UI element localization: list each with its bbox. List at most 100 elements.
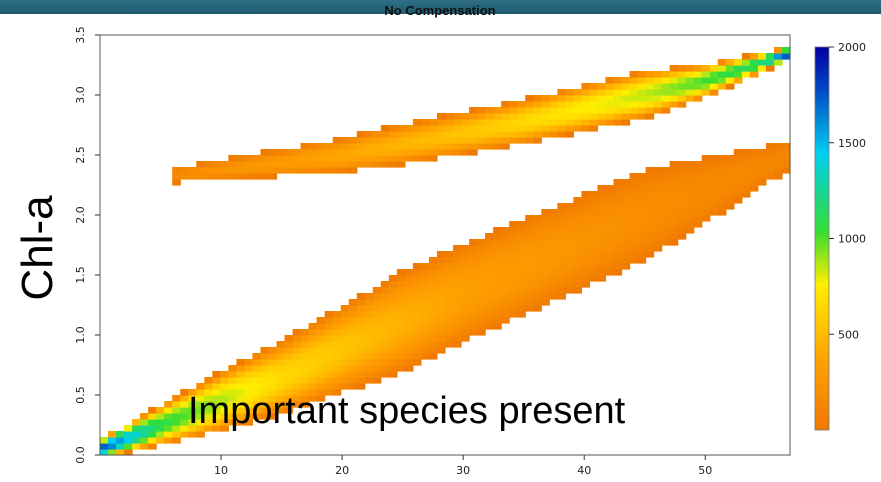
heatmap-cell — [276, 371, 286, 378]
heatmap-cell — [445, 263, 454, 270]
heatmap-cell — [372, 359, 382, 366]
heatmap-cell — [100, 437, 109, 444]
heatmap-cell — [757, 65, 767, 72]
heatmap-cell — [557, 251, 566, 258]
heatmap-cell — [228, 155, 237, 162]
heatmap-cell — [156, 407, 165, 414]
heatmap-cell — [236, 377, 246, 384]
heatmap-cell — [605, 245, 615, 252]
top-bar — [0, 0, 881, 14]
heatmap-cell — [364, 299, 374, 306]
heatmap-cell — [637, 197, 647, 204]
heatmap-cell — [324, 371, 334, 378]
heatmap-cell — [501, 299, 510, 306]
heatmap-cell — [621, 83, 631, 90]
heatmap-cell — [485, 269, 494, 276]
heatmap-cell — [613, 83, 623, 90]
heatmap-cell — [661, 173, 671, 180]
heatmap-cell — [693, 179, 703, 186]
heatmap-cell — [637, 221, 647, 228]
heatmap-cell — [693, 77, 703, 84]
colorbar — [814, 46, 830, 431]
colorbar-tick-label: 1500 — [838, 137, 866, 150]
heatmap-cell — [388, 125, 398, 132]
heatmap-cell — [436, 323, 446, 330]
heatmap-cell — [477, 317, 486, 324]
heatmap-cell — [621, 77, 631, 84]
heatmap-cell — [549, 95, 558, 102]
heatmap-cell — [645, 173, 655, 180]
heatmap-cell — [445, 119, 454, 126]
heatmap-cell — [573, 263, 582, 270]
heatmap-cell — [533, 263, 542, 270]
heatmap-cell — [348, 167, 358, 174]
heatmap-cell — [404, 281, 414, 288]
heatmap-cell — [557, 95, 566, 102]
heatmap-cell — [725, 167, 735, 174]
heatmap-cell — [461, 263, 470, 270]
heatmap-cell — [340, 155, 350, 162]
heatmap-cell — [565, 233, 574, 240]
heatmap-cell — [573, 221, 582, 228]
colorbar-tick-label: 500 — [838, 328, 859, 341]
heatmap-cell — [396, 137, 406, 144]
heatmap-cell — [717, 59, 727, 66]
heatmap-cell — [380, 155, 390, 162]
heatmap-cell — [557, 125, 566, 132]
heatmap-cell — [372, 149, 382, 156]
heatmap-cell — [605, 215, 615, 222]
heatmap-cell — [629, 239, 639, 246]
heatmap-cell — [557, 203, 566, 210]
heatmap-cell — [549, 263, 558, 270]
heatmap-cell — [188, 167, 197, 174]
heatmap-cell — [276, 377, 286, 384]
heatmap-cell — [348, 347, 358, 354]
heatmap-cell — [372, 161, 382, 168]
heatmap-cell — [637, 77, 647, 84]
heatmap-cell — [372, 335, 382, 342]
heatmap-cell — [308, 371, 318, 378]
heatmap-cell — [509, 131, 518, 138]
heatmap-cell — [605, 233, 615, 240]
heatmap-cell — [533, 299, 542, 306]
heatmap-cell — [404, 329, 414, 336]
heatmap-cell — [549, 113, 558, 120]
heatmap-cell — [477, 281, 486, 288]
heatmap-cell — [781, 53, 791, 60]
heatmap-cell — [533, 293, 542, 300]
heatmap-cell — [509, 293, 518, 300]
heatmap-cell — [605, 95, 615, 102]
heatmap-cell — [388, 137, 398, 144]
heatmap-cell — [613, 113, 623, 120]
heatmap-cell — [380, 137, 390, 144]
heatmap-cell — [541, 269, 550, 276]
heatmap-cell — [565, 125, 574, 132]
heatmap-cell — [188, 401, 197, 408]
heatmap-cell — [445, 281, 454, 288]
heatmap-cell — [236, 161, 246, 168]
heatmap-cell — [517, 227, 526, 234]
heatmap-cell — [188, 407, 197, 414]
heatmap-cell — [645, 215, 655, 222]
heatmap-cell — [493, 305, 502, 312]
heatmap-cell — [436, 317, 446, 324]
heatmap-cell — [677, 221, 687, 228]
heatmap-cell — [148, 407, 157, 414]
heatmap-cell — [396, 275, 406, 282]
heatmap-cell — [469, 323, 478, 330]
heatmap-cell — [332, 365, 342, 372]
heatmap-cell — [445, 137, 454, 144]
heatmap-cell — [637, 209, 647, 216]
heatmap-cell — [212, 419, 221, 426]
heatmap-cell — [637, 89, 647, 96]
heatmap-cell — [453, 131, 462, 138]
heatmap-cell — [244, 365, 254, 372]
heatmap-cell — [629, 221, 639, 228]
heatmap-cell — [493, 137, 502, 144]
heatmap-cell — [613, 245, 623, 252]
heatmap-cell — [549, 215, 558, 222]
heatmap-cell — [453, 143, 462, 150]
heatmap-cell — [388, 353, 398, 360]
heatmap-cell — [196, 383, 205, 390]
heatmap-cell — [645, 203, 655, 210]
